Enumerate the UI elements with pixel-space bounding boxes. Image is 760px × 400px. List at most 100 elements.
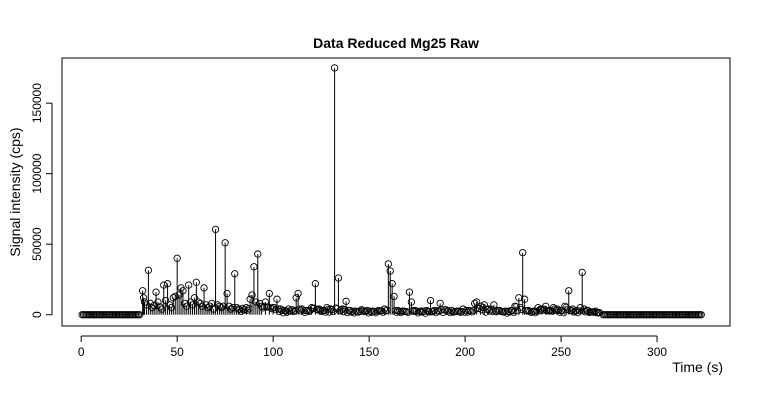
band-point — [297, 307, 305, 315]
band-point — [500, 308, 508, 316]
data-point — [248, 291, 256, 299]
plot-box — [61, 57, 731, 327]
band-point — [413, 307, 421, 315]
data-point — [148, 304, 156, 312]
band-point — [370, 307, 379, 316]
data-point — [471, 299, 479, 308]
band-point — [382, 307, 390, 315]
band-point — [354, 308, 363, 316]
data-point — [179, 287, 187, 295]
data-series — [78, 64, 705, 319]
data-point — [311, 280, 320, 288]
band-point — [458, 308, 466, 316]
band-point — [523, 307, 531, 315]
data-point — [139, 294, 148, 302]
band-point — [466, 307, 474, 315]
data-point — [250, 263, 258, 271]
band-point — [445, 307, 453, 315]
data-point — [175, 291, 183, 299]
band-point — [535, 307, 543, 315]
band-point — [508, 306, 517, 315]
band-point — [339, 308, 348, 316]
band-point — [325, 308, 334, 316]
band-point — [287, 307, 295, 315]
data-point — [188, 301, 197, 309]
data-point — [520, 295, 529, 303]
band-point — [343, 308, 351, 317]
band-point — [333, 305, 341, 313]
y-axis-label: Signal intensity (cps) — [7, 127, 23, 256]
data-point — [407, 298, 416, 306]
band-point — [278, 307, 286, 315]
band-point — [241, 306, 249, 314]
band-point — [373, 307, 381, 315]
x-tick-label: 0 — [78, 345, 85, 359]
y-tick-label: 100000 — [30, 153, 44, 193]
chart-title: Data Reduced Mg25 Raw — [313, 35, 479, 51]
data-point — [169, 294, 177, 302]
data-point — [192, 278, 201, 286]
x-tick-label: 100 — [263, 345, 283, 359]
x-tick-label: 50 — [170, 345, 184, 359]
data-point — [426, 296, 435, 305]
data-point — [209, 305, 218, 313]
data-point — [223, 289, 231, 298]
data-point — [405, 288, 414, 296]
data-point — [171, 292, 179, 301]
data-point — [254, 250, 262, 258]
band-point — [328, 306, 336, 314]
band-point — [590, 308, 598, 316]
band-point — [452, 307, 460, 316]
band-point — [236, 306, 244, 314]
band-point — [581, 308, 589, 316]
data-point — [501, 307, 510, 315]
data-point — [292, 294, 300, 302]
band-point — [504, 307, 512, 315]
data-point — [162, 296, 170, 305]
data-point — [565, 287, 573, 295]
band-point — [395, 307, 403, 316]
data-point — [154, 298, 162, 306]
data-point — [390, 292, 398, 301]
band-point — [245, 305, 253, 313]
data-point — [519, 249, 527, 257]
band-point — [424, 307, 432, 315]
band-point — [378, 307, 386, 315]
data-point — [246, 295, 254, 303]
band-point — [397, 308, 405, 317]
band-point — [468, 308, 476, 316]
data-point — [156, 303, 164, 311]
band-point — [455, 307, 463, 315]
x-axis-label: Time (s) — [672, 359, 723, 375]
band-point — [291, 307, 299, 315]
data-point — [342, 297, 350, 305]
data-point — [194, 298, 202, 306]
band-point — [349, 307, 357, 315]
y-tick-label: 0 — [30, 311, 44, 318]
band-point — [485, 307, 494, 315]
data-point — [231, 270, 239, 278]
band-point — [316, 306, 325, 315]
data-point — [173, 254, 181, 262]
band-point — [493, 308, 501, 316]
data-point — [219, 302, 227, 310]
data-point — [334, 274, 343, 282]
data-point — [215, 302, 224, 310]
data-point — [217, 304, 225, 312]
data-point — [388, 280, 396, 288]
x-tick-label: 300 — [647, 345, 667, 359]
data-point — [200, 284, 208, 292]
data-point — [163, 280, 172, 288]
band-point — [551, 305, 559, 313]
band-point — [574, 309, 582, 317]
band-point — [420, 307, 428, 315]
data-point — [330, 64, 339, 72]
x-axis: 0 50 100 150 200 250 300 — [78, 335, 667, 359]
data-point — [142, 301, 151, 309]
band-point — [488, 307, 497, 316]
baseline-point — [697, 311, 705, 319]
band-point — [393, 308, 401, 316]
band-point — [531, 309, 540, 317]
data-point — [252, 298, 260, 306]
